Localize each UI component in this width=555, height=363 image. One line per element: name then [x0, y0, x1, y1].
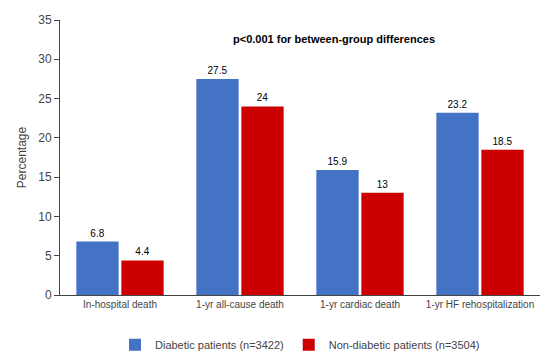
svg-text:23.2: 23.2 [448, 99, 468, 110]
svg-text:6.8: 6.8 [90, 228, 104, 239]
svg-text:15: 15 [38, 170, 52, 184]
svg-text:Percentage: Percentage [15, 126, 29, 188]
svg-text:Non-diabetic patients (n=3504): Non-diabetic patients (n=3504) [329, 339, 480, 351]
svg-text:5: 5 [45, 249, 52, 263]
svg-text:Diabetic patients (n=3422): Diabetic patients (n=3422) [155, 339, 284, 351]
svg-text:p<0.001 for between-group diff: p<0.001 for between-group differences [233, 33, 435, 45]
svg-text:15.9: 15.9 [328, 156, 348, 167]
svg-text:30: 30 [38, 52, 52, 66]
svg-text:1-yr all-cause death: 1-yr all-cause death [196, 299, 284, 310]
svg-text:27.5: 27.5 [208, 65, 228, 76]
svg-text:24: 24 [257, 92, 269, 103]
svg-text:0: 0 [45, 288, 52, 302]
svg-text:13: 13 [377, 179, 389, 190]
svg-text:1-yr HF rehospitalization: 1-yr HF rehospitalization [426, 299, 534, 310]
svg-text:In-hospital death: In-hospital death [83, 299, 157, 310]
svg-text:4.4: 4.4 [135, 246, 149, 257]
svg-text:25: 25 [38, 92, 52, 106]
svg-text:1-yr cardiac death: 1-yr cardiac death [320, 299, 400, 310]
svg-text:20: 20 [38, 131, 52, 145]
svg-text:18.5: 18.5 [493, 136, 513, 147]
svg-text:35: 35 [38, 13, 52, 27]
svg-text:10: 10 [38, 210, 52, 224]
